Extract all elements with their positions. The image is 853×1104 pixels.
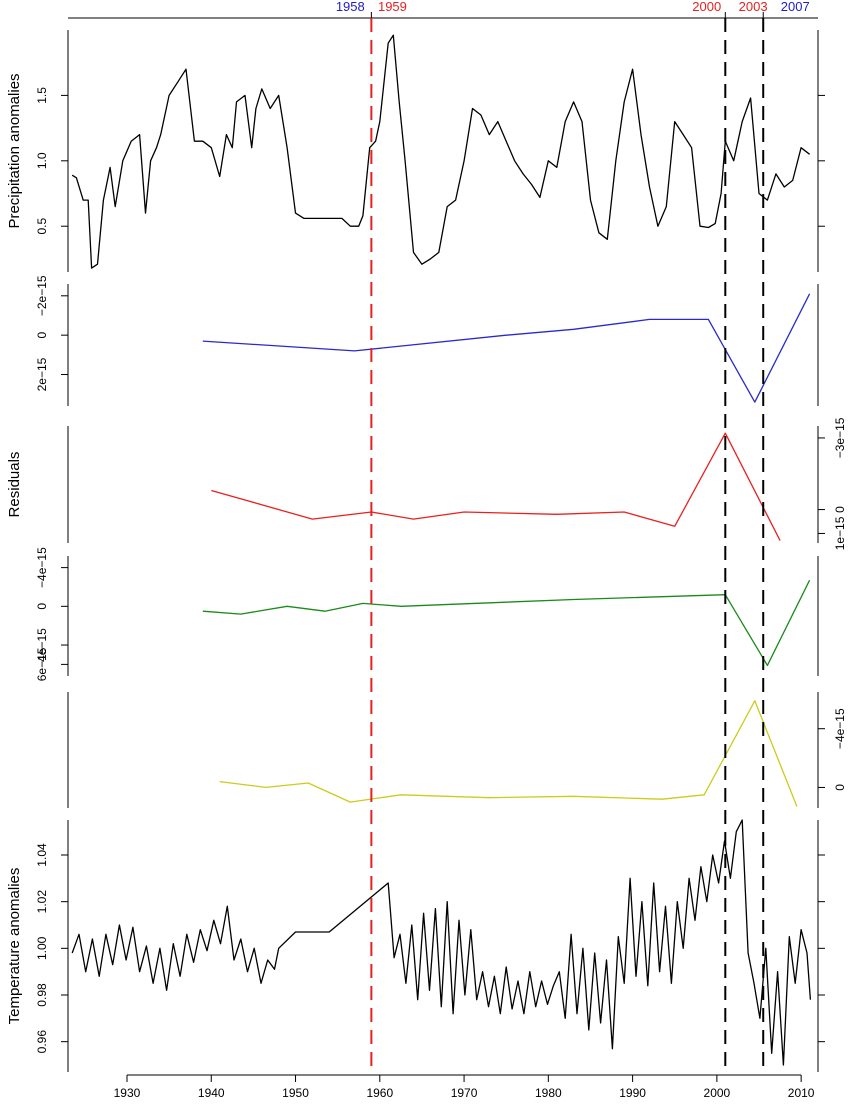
left-tick-label: 1.02 <box>35 890 49 914</box>
x-tick-label: 2000 <box>704 1086 731 1100</box>
top-event-label-1958: 1958 <box>336 0 365 14</box>
right-tick-label: 1e−15 <box>833 516 847 550</box>
left-tick-label: 1.00 <box>35 936 49 960</box>
y-axis-label: Precipitation anomalies <box>6 73 23 228</box>
x-tick-label: 1950 <box>282 1086 309 1100</box>
left-tick-label: −4e−15 <box>35 547 49 588</box>
x-tick-label: 1990 <box>619 1086 646 1100</box>
right-tick-label: −3e−15 <box>833 417 847 458</box>
right-tick-label: 0 <box>833 506 847 513</box>
left-tick-label: 0.98 <box>35 983 49 1007</box>
left-tick-label: 6e−15 <box>35 647 49 681</box>
left-tick-label: 4e−15 <box>35 628 49 662</box>
series-line-precipitation <box>71 34 810 269</box>
top-event-label-1959: 1959 <box>378 0 407 14</box>
event-markers: 1958 1959 2000 2003 2007 <box>336 0 810 1074</box>
right-tick-label: 0 <box>833 784 847 791</box>
top-event-label-2003: 2003 <box>739 0 768 14</box>
x-tick-label: 1960 <box>366 1086 393 1100</box>
panel-yellow-residual: −4e−15 0 <box>67 692 847 808</box>
left-tick-label: 0.96 <box>35 1030 49 1054</box>
left-tick-label: 0.5 <box>35 218 49 235</box>
right-tick-label: −4e−15 <box>833 708 847 749</box>
series-line-blue-residual <box>202 293 811 403</box>
left-tick-label: 0 <box>35 332 49 339</box>
series-line-green-residual <box>202 579 811 667</box>
y-axis-label: Temperature anomalies <box>6 868 23 1025</box>
panel-blue-residual: −2e−15 0 2e−15 <box>35 275 819 406</box>
chart-panels: 0.5 1.0 1.5 Precipitation anomalies −2e−15 0 2… <box>6 30 847 1072</box>
left-tick-label: 1.0 <box>35 152 49 169</box>
x-tick-label: 1980 <box>535 1086 562 1100</box>
series-line-red-residual <box>211 432 781 541</box>
top-event-label-2007: 2007 <box>781 0 810 14</box>
panel-precipitation: 0.5 1.0 1.5 Precipitation anomalies <box>6 30 825 272</box>
x-axis: 1930 1940 1950 1960 1970 1980 1990 2000 2010 <box>68 17 818 1100</box>
top-event-label-2000: 2000 <box>692 0 721 14</box>
panel-red-residual: −3e−15 0 1e−15 Residuals <box>6 417 847 550</box>
x-tick-label: 1940 <box>198 1086 225 1100</box>
x-tick-label: 1930 <box>114 1086 141 1100</box>
y-axis-label: Residuals <box>6 452 23 518</box>
left-tick-label: 0 <box>35 603 49 610</box>
x-tick-label: 1970 <box>451 1086 478 1100</box>
series-line-temperature <box>71 819 812 1066</box>
panel-temperature: 0.96 0.98 1.00 1.02 1.04 Temperature anomalie… <box>6 819 825 1072</box>
left-tick-label: 1.04 <box>35 843 49 867</box>
left-tick-label: 1.5 <box>35 87 49 104</box>
left-tick-label: 2e−15 <box>35 357 49 391</box>
left-tick-label: −2e−15 <box>35 275 49 316</box>
series-line-yellow-residual <box>219 700 798 807</box>
x-tick-label: 2010 <box>788 1086 815 1100</box>
